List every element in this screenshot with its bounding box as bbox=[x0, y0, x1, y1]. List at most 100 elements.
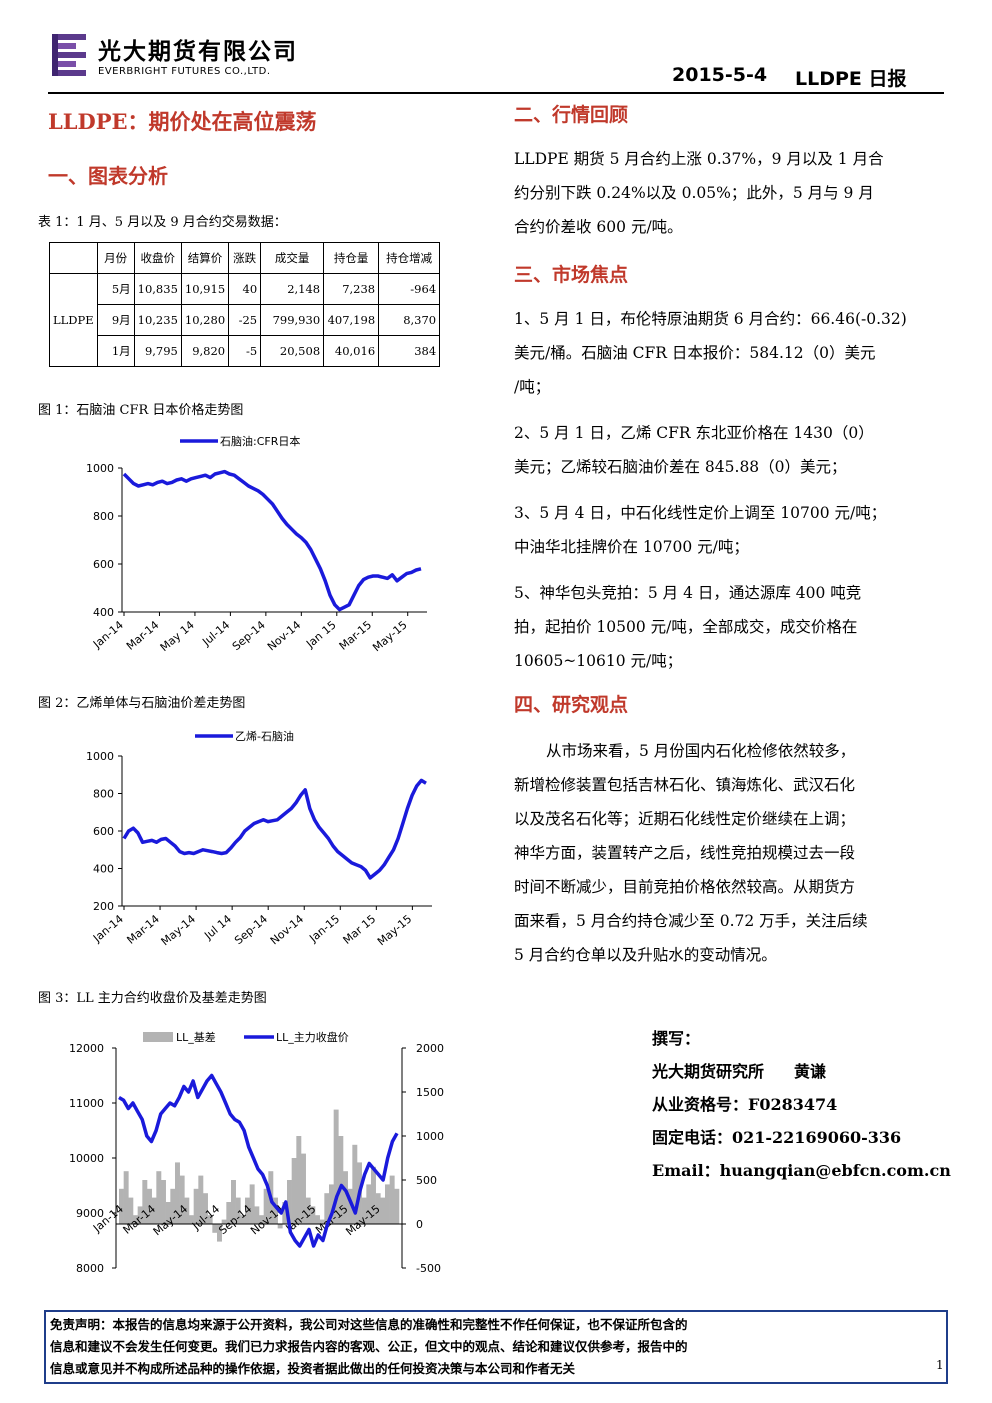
table-cell: 10,835 bbox=[133, 273, 182, 305]
y-tick-label-left: 9000 bbox=[76, 1207, 104, 1220]
ll-basis-chart: LL_基差 LL_主力收盘价 2000 1500 1000 500 0 -500 12000 11… bbox=[69, 1030, 444, 1275]
basis-bar bbox=[305, 1197, 311, 1224]
x-tick-label: Jul 14 bbox=[201, 912, 234, 942]
basis-bar bbox=[165, 1202, 171, 1224]
basis-bar bbox=[343, 1171, 348, 1224]
text-line: 合约价差收 600 元/吨。 bbox=[514, 218, 683, 236]
basis-bar bbox=[179, 1175, 185, 1224]
y-tick-label-left: 12000 bbox=[69, 1042, 104, 1055]
basis-bar bbox=[375, 1193, 381, 1224]
table-cell: 10,915 bbox=[180, 273, 230, 305]
table-row: 9月 10,235 10,280 -25 799,930 407,198 8,3… bbox=[50, 304, 441, 336]
basis-bar bbox=[249, 1184, 255, 1224]
basis-bar bbox=[380, 1197, 386, 1224]
basis-bar bbox=[235, 1197, 241, 1224]
author-name: 黄谦 bbox=[794, 1062, 827, 1081]
basis-bar bbox=[245, 1197, 250, 1224]
y-tick-label-left: 8000 bbox=[76, 1262, 104, 1275]
basis-bar bbox=[385, 1184, 390, 1224]
basis-bar bbox=[263, 1188, 269, 1224]
basis-bar bbox=[301, 1153, 306, 1224]
col-header: 月份 bbox=[96, 242, 135, 274]
table-row: LLDPE 5月 10,835 10,915 40 2,148 7,238 -9… bbox=[49, 273, 441, 367]
y-tick-label: 800 bbox=[93, 788, 114, 801]
market-review-text: LLDPE 期货 5 月合约上涨 0.37%，9 月以及 1 月合 约分别下跌 … bbox=[514, 142, 954, 244]
basis-bar bbox=[254, 1206, 260, 1224]
text-line: 新增检修装置包括吉林石化、镇海炼化、武汉石化 bbox=[514, 776, 856, 794]
table-cell: 9,795 bbox=[133, 335, 182, 367]
table-cell: 10,280 bbox=[180, 304, 230, 336]
x-tick-label: Sep-14 bbox=[230, 618, 268, 653]
basis-bar bbox=[389, 1175, 395, 1224]
x-tick-label: Jan 15 bbox=[303, 618, 339, 651]
basis-bar bbox=[338, 1136, 344, 1224]
price-line bbox=[118, 1073, 399, 1248]
x-tick-label: Sep-14 bbox=[232, 912, 270, 947]
basis-bar bbox=[371, 1166, 376, 1224]
legend-label: LL_主力收盘价 bbox=[276, 1030, 349, 1044]
table-cell: -964 bbox=[378, 273, 441, 305]
text-line: /吨； bbox=[514, 378, 551, 396]
author-block: 撰写： 光大期货研究所 黄谦 从业资格号：F0283474 固定电话：021-22… bbox=[652, 1022, 951, 1187]
text-line: 10605~10610 元/吨； bbox=[514, 652, 683, 670]
basis-bar bbox=[333, 1109, 339, 1224]
col-header: 持仓增减 bbox=[378, 242, 441, 274]
legend-swatch bbox=[143, 1032, 173, 1042]
y-tick-label-right: 2000 bbox=[416, 1042, 444, 1055]
logo-icon bbox=[52, 34, 86, 76]
y-tick-label: 1000 bbox=[86, 462, 114, 475]
y-tick-label-left: 11000 bbox=[69, 1097, 104, 1110]
page-number: 1 bbox=[936, 1358, 944, 1372]
text-line: 以及茂名石化等；近期石化线性定价继续在上调； bbox=[514, 810, 856, 828]
basis-bar bbox=[156, 1171, 162, 1224]
ethylene-spread-chart: 乙烯-石脑油 1000 800 600 400 200Jan-14Mar-14May-14… bbox=[86, 729, 432, 948]
market-focus-text: 1、5 月 1 日，布伦特原油期货 6 月合约：66.46(-0.32) 美元/… bbox=[514, 302, 954, 678]
page-title: LLDPE：期价处在高位震荡 bbox=[48, 109, 317, 134]
basis-bar bbox=[259, 1215, 264, 1224]
table-cell: 2,148 bbox=[260, 273, 325, 305]
basis-bar bbox=[324, 1193, 330, 1224]
x-tick-label: May-15 bbox=[375, 912, 414, 948]
row-group-label: LLDPE bbox=[49, 273, 98, 367]
basis-bar bbox=[212, 1224, 218, 1233]
text-line: 美元/桶。石脑油 CFR 日本报价：584.12（0）美元 bbox=[514, 344, 876, 362]
author-email[interactable]: Email：huangqian@ebfcn.com.cn bbox=[652, 1161, 951, 1180]
y-tick-label-right: -500 bbox=[416, 1262, 441, 1275]
basis-bar bbox=[231, 1180, 236, 1224]
basis-bar bbox=[240, 1215, 246, 1224]
basis-bar bbox=[226, 1202, 232, 1224]
research-view-text: 从市场来看，5 月份国内石化检修依然较多， 新增检修装置包括吉林石化、镇海炼化、… bbox=[514, 734, 954, 972]
table-corner-cell bbox=[49, 242, 98, 274]
basis-bar bbox=[329, 1184, 334, 1224]
basis-bar bbox=[296, 1136, 302, 1224]
author-org-line: 光大期货研究所 黄谦 bbox=[652, 1055, 951, 1088]
basis-bar bbox=[198, 1175, 204, 1224]
company-name-en: EVERBRIGHT FUTURES CO.,LTD. bbox=[98, 66, 271, 77]
basis-bar bbox=[175, 1162, 180, 1224]
section-heading-4: 四、研究观点 bbox=[514, 694, 629, 716]
basis-bar bbox=[203, 1193, 208, 1224]
text-line: 神华方面，装置转产之后，线性竞拍规模过去一段 bbox=[514, 844, 856, 862]
table-caption: 表 1：1 月、5 月以及 9 月合约交易数据： bbox=[38, 215, 287, 230]
author-phone: 固定电话：021-22169060-336 bbox=[652, 1128, 902, 1147]
table-cell: -25 bbox=[228, 304, 262, 336]
y-tick-label: 600 bbox=[93, 825, 114, 838]
text-line: 5、神华包头竞拍：5 月 4 日，通达源库 400 吨竞 bbox=[514, 584, 862, 602]
y-tick-label-right: 0 bbox=[416, 1218, 423, 1231]
text-line: 面来看，5 月合约持仓减少至 0.72 万手，关注后续 bbox=[514, 912, 868, 930]
section-heading-1: 一、图表分析 bbox=[48, 164, 168, 188]
basis-bar bbox=[277, 1224, 283, 1229]
basis-bar bbox=[366, 1184, 372, 1224]
report-type: LLDPE 日报 bbox=[795, 68, 907, 90]
basis-bar bbox=[347, 1188, 353, 1224]
basis-bar bbox=[310, 1206, 316, 1224]
basis-bar bbox=[287, 1180, 292, 1224]
text-line: 拍，起拍价 10500 元/吨，全部成交，成交价格在 bbox=[514, 618, 858, 636]
disclaimer-line: 免责声明：本报告的信息均来源于公开资料，我公司对这些信息的准确性和完整性不作任何… bbox=[50, 1317, 688, 1332]
basis-bar bbox=[352, 1144, 358, 1224]
col-header: 涨跌 bbox=[228, 242, 262, 274]
table-cell: 8,370 bbox=[378, 304, 441, 336]
text-line: 美元；乙烯较石脑油价差在 845.88（0）美元； bbox=[514, 458, 847, 476]
y-tick-label-left: 10000 bbox=[69, 1152, 104, 1165]
x-tick-label: Nov-14 bbox=[265, 618, 303, 653]
